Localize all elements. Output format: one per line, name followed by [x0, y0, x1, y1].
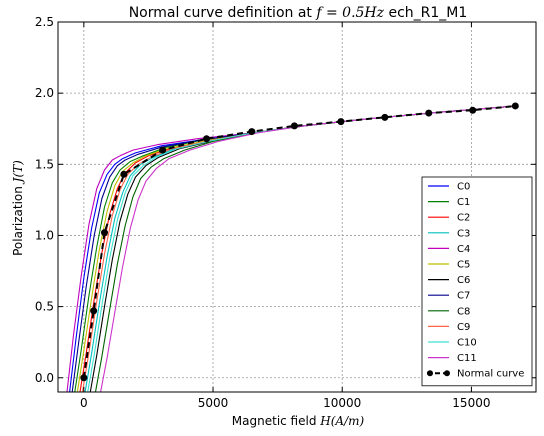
x-axis-label-math: H(A/m): [319, 414, 364, 428]
chart-title-prefix: Normal curve definition at: [129, 5, 317, 21]
legend-marker-normal-curve: [427, 370, 433, 377]
legend-label-c8: C8: [457, 306, 470, 317]
series-line-c11: [100, 105, 516, 393]
plot-frame: [57, 21, 537, 393]
x-axis-label: Magnetic field H(A/m): [232, 414, 365, 428]
legend-label-c9: C9: [457, 322, 470, 333]
normal-curve-point: [248, 128, 256, 136]
legend-label-c6: C6: [457, 275, 470, 286]
y-tick-label: 0.0: [35, 371, 54, 385]
legend-box: [421, 176, 533, 387]
normal-curve-point: [337, 118, 345, 126]
y-tick-label: 2.5: [35, 15, 54, 29]
legend-label-c5: C5: [457, 260, 470, 271]
y-axis-label: Polarization J(T): [11, 160, 25, 256]
normal-curve-point: [469, 106, 477, 114]
normal-curve-point: [159, 146, 167, 154]
normal-curve-point: [80, 374, 88, 382]
legend-label-c10: C10: [457, 338, 477, 349]
x-tick-label: 0: [80, 396, 88, 410]
legend-label-c3: C3: [457, 228, 470, 239]
x-axis-label-text: Magnetic field: [232, 414, 320, 428]
normal-curve-point: [90, 307, 98, 315]
legend-label-c11: C11: [457, 353, 477, 364]
y-tick-label: 1.0: [35, 228, 54, 242]
y-tick-label: 2.0: [35, 86, 54, 100]
chart-title-math: f = 0.5Hz: [315, 5, 384, 21]
chart-title: Normal curve definition at f = 0.5Hz ech…: [129, 5, 468, 21]
legend-label-c2: C2: [457, 213, 470, 224]
legend-label-c0: C0: [457, 182, 470, 193]
legend-label-c1: C1: [457, 197, 470, 208]
normal-curve-point: [203, 135, 211, 143]
y-tick-label: 0.5: [35, 300, 54, 314]
y-axis-label-text: Polarization: [11, 182, 25, 256]
y-tick-label: 1.5: [35, 157, 54, 171]
normal-curve-point: [381, 113, 389, 121]
normal-curve-layer: [80, 102, 519, 382]
x-tick-label: 10000: [323, 396, 361, 410]
chart-title-suffix: ech_R1_M1: [384, 5, 467, 21]
legend: C0 C1 C2 C3 C4 C5 C6 C7 C8 C9 C10 C11 Normal curve: [421, 176, 533, 387]
normal-curve-point: [101, 229, 109, 237]
legend-marker-normal-curve: [444, 370, 450, 377]
legend-label-c4: C4: [457, 244, 470, 255]
legend-label-normal-curve: Normal curve: [457, 369, 524, 380]
y-axis: 0.0 0.5 1.0 1.5 2.0 2.5: [35, 15, 536, 385]
x-tick-label: 5000: [198, 396, 229, 410]
x-tick-label: 15000: [452, 396, 490, 410]
y-axis-label-math: J(T): [11, 160, 25, 185]
normal-curve-point: [511, 102, 519, 110]
normal-curve-point: [425, 109, 433, 117]
legend-label-c7: C7: [457, 291, 470, 302]
x-axis: 0 5000 10000 15000: [80, 22, 490, 410]
normal-curve-point: [120, 170, 128, 178]
normal-curve-point: [290, 122, 298, 130]
